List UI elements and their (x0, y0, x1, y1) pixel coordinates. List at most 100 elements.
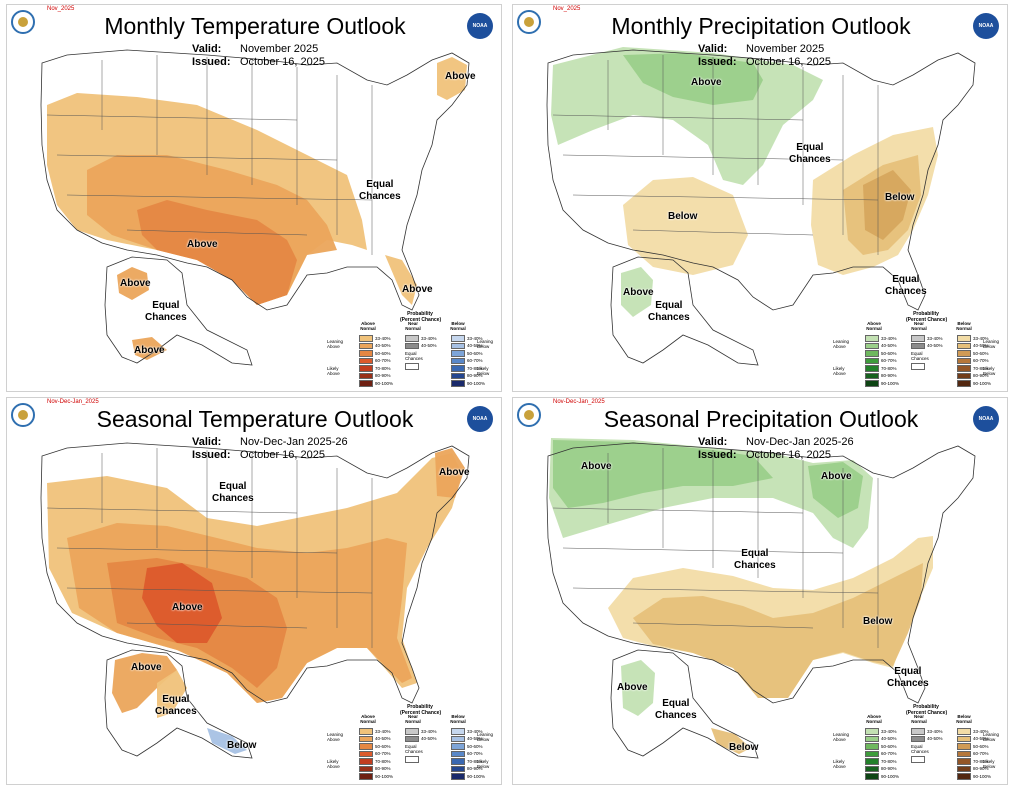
legend-above-swatch (359, 773, 373, 780)
legend-above-swatch (359, 758, 373, 765)
legend-below-swatch (957, 335, 971, 342)
issued-value: October 16, 2025 (746, 449, 832, 461)
legend-leaning-above: Leaning Above (327, 732, 344, 742)
legend-near-header: Near Normal (405, 321, 421, 331)
legend-below-range: 33-40% (467, 728, 483, 734)
legend-title: Probability (Percent Chance) (400, 704, 442, 716)
map-label-above-ne: Above (439, 467, 470, 478)
map-label-equal-chances-north: Equal Chances (212, 481, 254, 504)
legend-below-swatch (451, 750, 465, 757)
valid-value: November 2025 (746, 43, 825, 55)
map-label-equal-chances-central: Equal Chances (734, 548, 776, 571)
valid-value: Nov-Dec-Jan 2025-26 (746, 436, 854, 448)
doc-seal-icon (517, 10, 541, 34)
map-label-below-sw: Below (668, 211, 698, 222)
state-borders (40, 49, 470, 366)
doc-seal-icon (11, 403, 35, 427)
legend-near-swatch (405, 342, 419, 349)
legend-equal-label: Equal Chances (405, 744, 423, 754)
legend-below-swatch (957, 365, 971, 372)
legend-equal-label: Equal Chances (911, 744, 929, 754)
legend-below-swatch (957, 372, 971, 379)
map-label-equal-chances-ak: Equal Chances (155, 694, 197, 717)
legend-below-range: 60-70% (973, 358, 989, 363)
legend-equal-swatch (911, 756, 925, 763)
product-id: Nov-Dec-Jan_2025 (47, 399, 99, 405)
legend-above-range: 50-60% (375, 350, 391, 356)
legend-above-swatch (865, 372, 879, 379)
legend-near-swatch (405, 735, 419, 742)
issued-label: Issued: (192, 449, 231, 461)
legend-below-swatch (957, 728, 971, 735)
legend-near-swatch (911, 735, 925, 742)
panel-meta: Valid: Nov-Dec-Jan 2025-26 Issued: October… (698, 436, 854, 462)
legend-equal-label: Equal Chances (405, 351, 423, 361)
legend-below-swatch (451, 357, 465, 364)
legend-near-swatch (405, 335, 419, 342)
temp-above-ak-w-region (117, 267, 149, 300)
legend-likely-above: Likely Above (327, 759, 340, 769)
product-id: Nov-Dec-Jan_2025 (553, 399, 605, 405)
map-label-equal-chances-ak: Equal Chances (655, 698, 697, 721)
panel-title: Seasonal Precipitation Outlook (603, 406, 919, 432)
legend-above-range: 70-80% (375, 365, 391, 371)
legend-above-range: 33-40% (881, 728, 897, 734)
map-label-above-north: Above (691, 77, 722, 88)
valid-value: November 2025 (240, 43, 319, 55)
legend-above-header: Above Normal (866, 321, 882, 331)
legend-below-swatch (957, 357, 971, 364)
legend-below-swatch (451, 342, 465, 349)
legend-near-range: 33-40% (927, 335, 943, 341)
legend-above-swatch (865, 773, 879, 780)
panel-seasonal-precipitation: Nov-Dec-Jan_2025 NOAA Seasonal Precipita… (512, 397, 1008, 785)
legend-above-swatch (359, 350, 373, 357)
legend-below-swatch (957, 342, 971, 349)
state-line (552, 507, 804, 514)
legend-leaning-above: Leaning Above (833, 339, 850, 349)
legend-likely-above: Likely Above (327, 366, 340, 376)
legend-title: Probability (Percent Chance) (906, 311, 948, 323)
state-line (632, 229, 814, 236)
legend-below-swatch (957, 750, 971, 757)
precip-below-sw-region (623, 177, 748, 275)
legend-above-range: 60-70% (375, 358, 391, 363)
state-line (66, 194, 373, 201)
temp-above-ne-region (435, 448, 465, 498)
legend-below-range: 70-80% (973, 758, 989, 764)
legend-below-swatch (451, 365, 465, 372)
legend-likely-below: Likely Below (477, 759, 490, 769)
state-borders (546, 49, 976, 366)
legend-above-range: 80-90% (375, 373, 391, 378)
seasonal-temperature-map (40, 442, 470, 759)
legend-above-swatch (359, 735, 373, 742)
legend-above-range: 60-70% (881, 751, 897, 756)
legend-below-swatch (957, 773, 971, 780)
panel-title: Monthly Precipitation Outlook (611, 13, 911, 39)
legend-near-swatch (911, 342, 925, 349)
legend-below-range: 50-60% (973, 350, 989, 356)
legend-above-range: 40-50% (881, 343, 897, 348)
noaa-logo-icon: NOAA (973, 406, 999, 432)
panel-title: Monthly Temperature Outlook (104, 13, 406, 39)
legend-below-swatch (451, 765, 465, 772)
panel-meta: Valid: Nov-Dec-Jan 2025-26 Issued: October… (192, 436, 348, 462)
conus-coastline (546, 442, 976, 704)
probability-legend: Probability (Percent Chance) Above Normal… (325, 311, 495, 391)
map-label-below-se: Below (885, 192, 915, 203)
legend-near-range: 33-40% (421, 728, 437, 734)
alaska-coastline (104, 649, 253, 759)
legend-above-range: 50-60% (375, 743, 391, 749)
legend-above-range: 80-90% (881, 766, 897, 771)
precip-above-gl-region (808, 462, 863, 518)
probability-legend: Probability (Percent Chance) Above Normal… (831, 311, 1001, 391)
map-label-above-nw: Above (581, 461, 612, 472)
state-borders (40, 442, 470, 759)
legend-above-swatch (865, 350, 879, 357)
map-label-above-ne: Above (445, 71, 476, 82)
map-label-above-ak: Above (623, 287, 654, 298)
legend-near-range: 40-50% (927, 736, 943, 741)
map-label-above-fl: Above (402, 284, 433, 295)
state-line (46, 114, 298, 121)
alaska-coastline (104, 256, 253, 366)
